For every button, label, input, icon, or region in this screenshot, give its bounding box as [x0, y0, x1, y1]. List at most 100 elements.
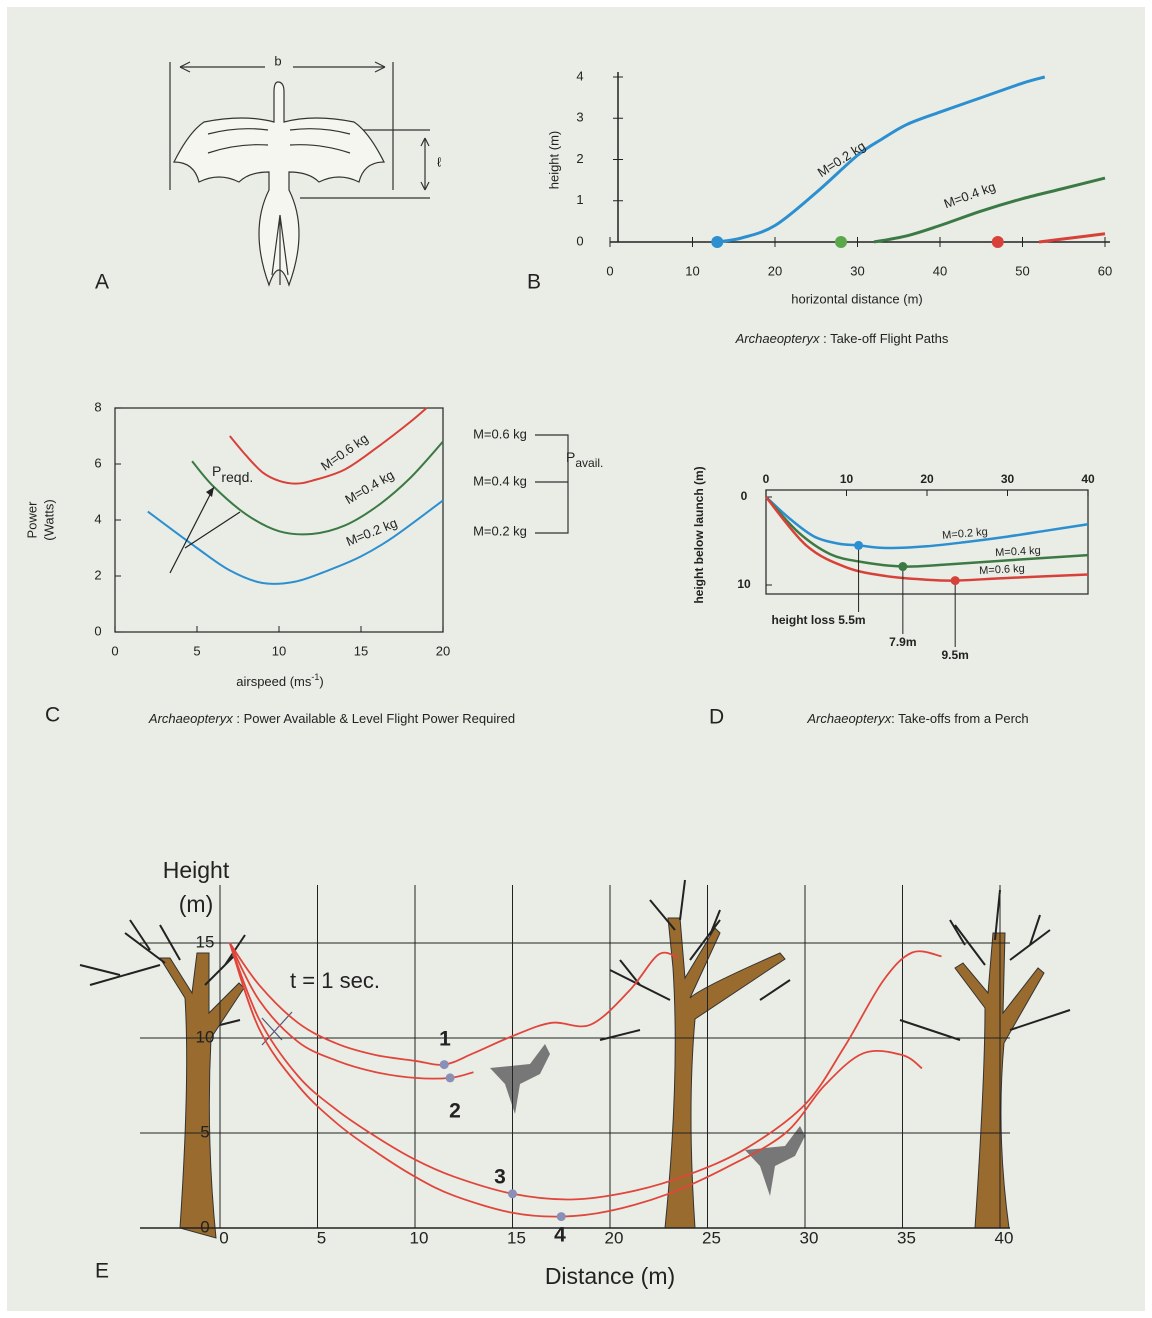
y-axis-label: (m): [179, 891, 213, 917]
series-line: [191, 440, 444, 536]
panel-letter: C: [45, 704, 60, 727]
value-label: 9.5m: [941, 648, 968, 662]
y-tick-label: 1: [576, 192, 583, 207]
length-label: ℓ: [437, 154, 442, 169]
series-line: [1038, 232, 1106, 244]
marker: [445, 1073, 455, 1083]
x-axis-label: airspeed (ms-1): [236, 672, 324, 689]
y-axis-label: height below launch (m): [692, 466, 706, 603]
x-tick-label: 10: [272, 643, 286, 658]
value-label: 7.9m: [889, 635, 916, 649]
x-axis-label: horizontal distance (m): [791, 291, 923, 306]
chart-title-part: Archaeopteryx: [806, 711, 891, 726]
x-tick-label: 40: [1081, 472, 1095, 486]
y-tick-label: 2: [94, 567, 101, 582]
y-tick-label: 2: [576, 151, 583, 166]
avail-label: Pavail.: [566, 449, 603, 470]
x-axis-label-part: -1: [311, 672, 319, 682]
chart-title-part: : Power Available & Level Flight Power R…: [233, 711, 515, 726]
annotation: t = 1 sec.: [290, 968, 380, 993]
x-tick-label: 20: [920, 472, 934, 486]
panel-letter: E: [95, 1260, 109, 1283]
x-tick-label: 40: [995, 1228, 1014, 1247]
x-axis-label: Distance (m): [545, 1263, 675, 1289]
required-label-part: reqd.: [221, 469, 253, 485]
panel-letter: A: [95, 271, 109, 294]
series-line: [229, 407, 428, 485]
arrowhead: [206, 487, 214, 497]
x-tick-label: 50: [1015, 263, 1029, 278]
x-tick-label: 5: [193, 643, 200, 658]
series-line: [765, 496, 1089, 582]
x-tick-label: 0: [219, 1228, 228, 1247]
chart-title-part: Archaeopteryx: [735, 331, 820, 346]
x-tick-label: 0: [763, 472, 770, 486]
series-label: M=0.4 kg: [995, 545, 1041, 559]
series-line: [717, 75, 1046, 244]
required-label-part: P: [212, 463, 221, 479]
series-line: [873, 176, 1106, 244]
avail-mass-label: M=0.2 kg: [473, 523, 527, 538]
x-tick-label: 20: [436, 643, 450, 658]
series-line: [229, 942, 679, 1066]
y-tick-label: 10: [196, 1027, 215, 1046]
x-tick-label: 15: [354, 643, 368, 658]
x-tick-label: 30: [800, 1228, 819, 1247]
x-tick-label: 25: [702, 1228, 721, 1247]
chart-title: Archaeopteryx : Take-off Flight Paths: [735, 331, 949, 346]
series-label: M=0.6 kg: [979, 563, 1025, 577]
x-tick-label: 10: [410, 1228, 429, 1247]
panel-letter: B: [527, 271, 541, 294]
series-label: M=0.2 kg: [942, 526, 988, 542]
x-tick-label: 15: [507, 1228, 526, 1247]
y-tick-label: 0: [200, 1217, 209, 1236]
x-tick-label: 35: [897, 1228, 916, 1247]
series-label: 2: [449, 1100, 461, 1123]
x-tick-label: 0: [111, 643, 118, 658]
y-axis-label: (Watts): [41, 499, 56, 540]
arrow: [184, 511, 241, 549]
y-axis-label: Power: [24, 501, 39, 539]
avail-label-part: avail.: [575, 456, 603, 470]
x-tick-label: 40: [933, 263, 947, 278]
chart-title-part: Archaeopteryx: [148, 711, 233, 726]
x-tick-label: 10: [685, 263, 699, 278]
time-tick: [261, 1011, 293, 1046]
y-tick-label: 0: [741, 489, 748, 503]
x-tick-label: 20: [768, 263, 782, 278]
marker: [991, 236, 1004, 248]
series-line: [765, 496, 1089, 568]
marker: [950, 576, 960, 586]
x-tick-label: 10: [840, 472, 854, 486]
y-tick-label: 3: [576, 110, 583, 125]
y-tick-label: 10: [737, 577, 751, 591]
series-label: 3: [494, 1166, 506, 1189]
required-label: Preqd.: [212, 463, 253, 485]
chart-title: Archaeopteryx : Power Available & Level …: [148, 711, 515, 726]
x-tick-label: 60: [1098, 263, 1112, 278]
bird-diagram: [169, 61, 430, 287]
marker: [556, 1212, 566, 1222]
avail-mass-label: M=0.6 kg: [473, 426, 527, 441]
x-axis-label-part: ): [319, 674, 323, 689]
avail-bracket: [535, 434, 569, 534]
x-axis-label-part: airspeed (ms: [236, 674, 312, 689]
y-tick-label: 5: [200, 1122, 209, 1141]
arrow: [169, 486, 215, 574]
series-line: [765, 496, 1089, 550]
y-tick-label: 6: [94, 455, 101, 470]
marker: [439, 1060, 449, 1070]
marker: [711, 236, 724, 248]
series-line: [147, 499, 444, 585]
y-tick-label: 4: [576, 68, 583, 83]
y-axis-label: Height: [163, 857, 230, 883]
marker: [835, 236, 847, 248]
y-tick-label: 0: [576, 233, 583, 248]
series-line: [228, 942, 942, 1201]
chart-title-part: : Take-off Flight Paths: [819, 331, 948, 346]
series-label: 4: [554, 1224, 566, 1247]
panel-letter: D: [709, 706, 724, 729]
y-tick-label: 8: [94, 399, 101, 414]
span-label: b: [274, 53, 281, 68]
y-tick-label: 4: [94, 511, 101, 526]
